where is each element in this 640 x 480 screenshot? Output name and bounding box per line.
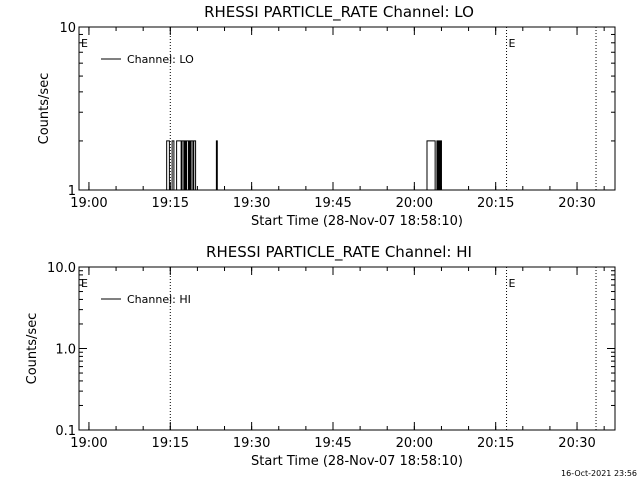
x-tick-label: 19:30 — [233, 196, 270, 211]
x-tick-label: 19:45 — [314, 196, 351, 211]
left-marker-label: E — [81, 37, 88, 50]
chart-title: RHESSI PARTICLE_RATE Channel: HI — [206, 243, 472, 262]
x-axis-label: Start Time (28-Nov-07 18:58:10) — [251, 214, 463, 229]
legend-label: Channel: LO — [127, 53, 194, 66]
x-tick-label: 20:00 — [396, 196, 433, 211]
series-line — [79, 140, 615, 191]
x-tick-label: 20:30 — [558, 436, 595, 451]
x-axis-label: Start Time (28-Nov-07 18:58:10) — [251, 454, 463, 469]
y-tick-label: 1.0 — [55, 343, 76, 358]
x-tick-label: 19:00 — [70, 436, 107, 451]
footer-timestamp: 16-Oct-2021 23:56 — [561, 469, 637, 478]
x-tick-label: 20:00 — [396, 436, 433, 451]
legend-label: Channel: HI — [127, 293, 191, 306]
x-tick-label: 19:15 — [152, 196, 189, 211]
x-tick-label: 19:15 — [152, 436, 189, 451]
x-tick-label: 20:30 — [558, 196, 595, 211]
plot-frame — [78, 26, 616, 191]
x-tick-label: 19:30 — [233, 436, 270, 451]
chart-title: RHESSI PARTICLE_RATE Channel: LO — [204, 3, 474, 22]
y-axis-label: Counts/sec — [25, 313, 40, 385]
time-marker-label: E — [509, 37, 516, 50]
y-tick-label: 1 — [68, 184, 76, 199]
plot-frame — [78, 266, 616, 431]
x-tick-label: 19:00 — [70, 196, 107, 211]
x-tick-label: 20:15 — [477, 436, 514, 451]
lo-channel-panel: RHESSI PARTICLE_RATE Channel: LO Counts/s… — [37, 3, 616, 229]
y-tick-label: 0.1 — [55, 424, 76, 439]
y-tick-label: 10 — [59, 21, 76, 36]
time-marker-label: E — [509, 277, 516, 290]
hi-channel-panel: RHESSI PARTICLE_RATE Channel: HI Counts/s… — [25, 243, 616, 469]
y-axis-label: Counts/sec — [37, 73, 52, 145]
x-tick-label: 19:45 — [314, 436, 351, 451]
x-tick-label: 20:15 — [477, 196, 514, 211]
left-marker-label: E — [81, 277, 88, 290]
y-tick-label: 10.0 — [47, 261, 76, 276]
